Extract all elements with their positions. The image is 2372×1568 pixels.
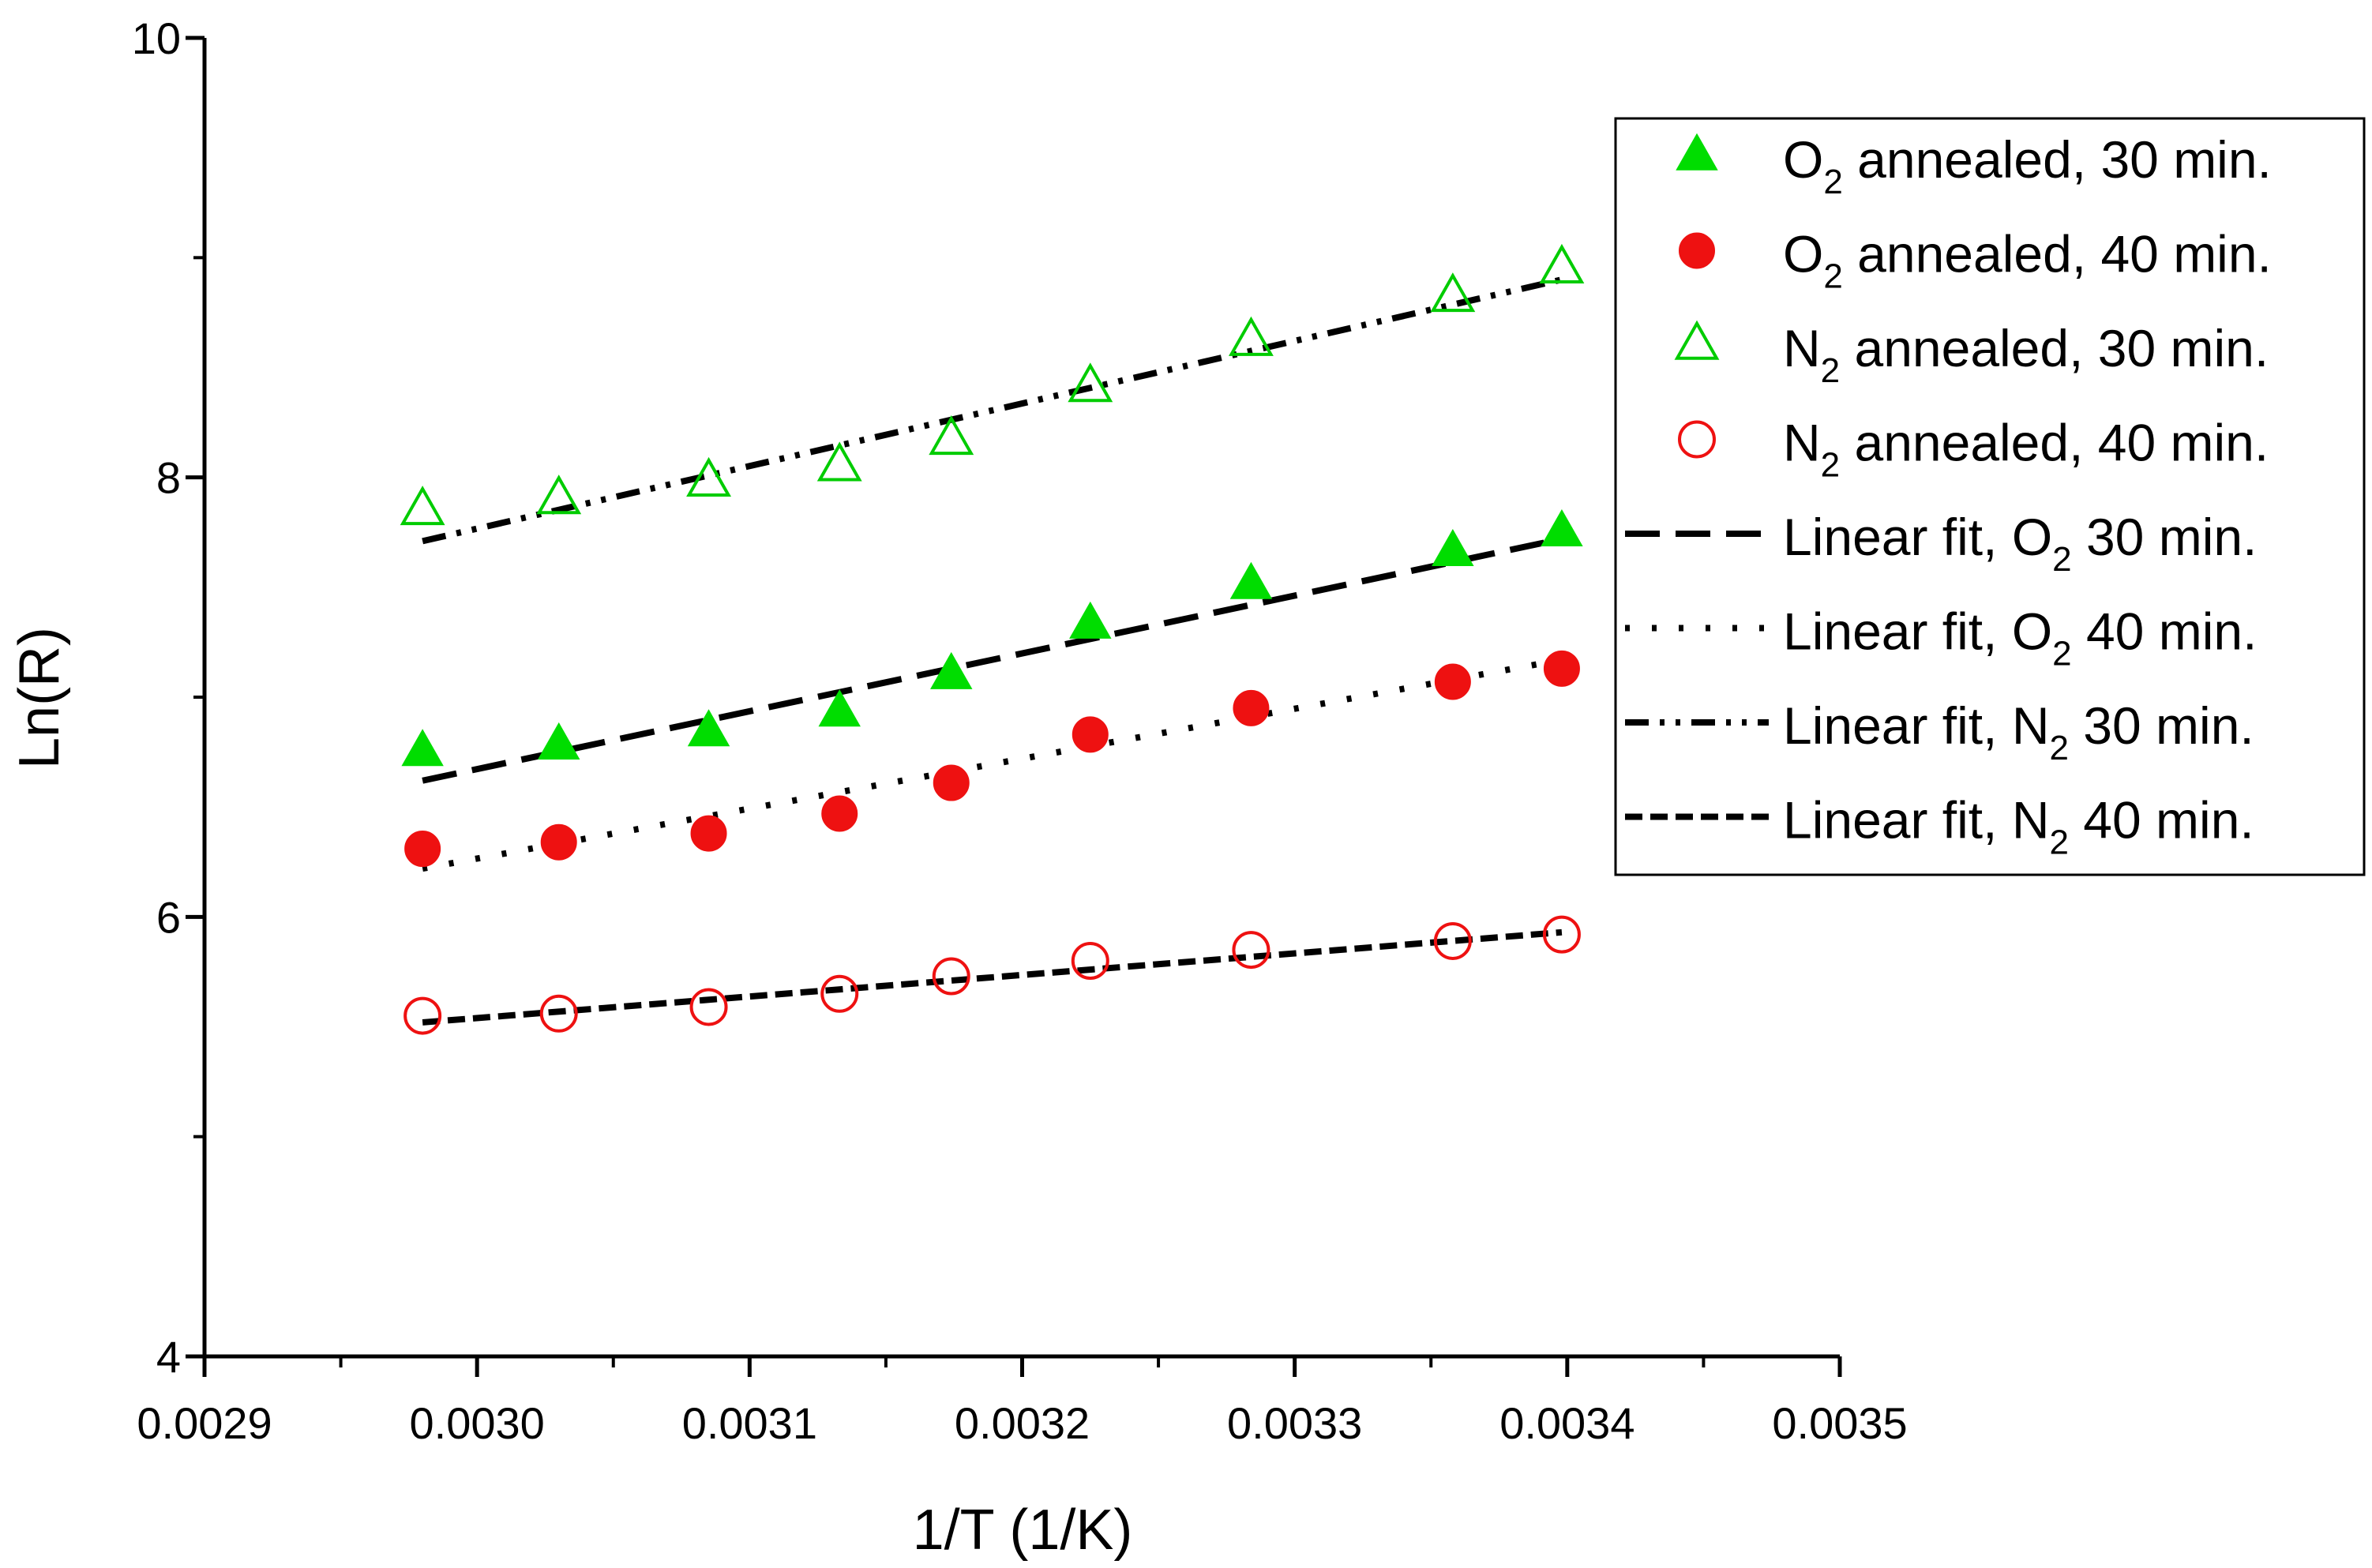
data-point	[932, 957, 970, 996]
data-point	[404, 831, 441, 868]
fit-lines	[422, 276, 1563, 1026]
fit-line	[422, 535, 1563, 784]
data-point	[539, 994, 578, 1033]
data-point	[403, 996, 442, 1035]
fit-line	[422, 928, 1563, 1026]
ticks: 0.0029 0.0030 0.0031 0.0032 0.0033 0.0034 0.00…	[132, 13, 1908, 1448]
data-point	[686, 456, 731, 497]
y-tick-label: 4	[156, 1332, 181, 1382]
data-point	[1539, 243, 1585, 283]
data-point	[1433, 921, 1472, 960]
data-point	[933, 764, 970, 801]
data-point	[1072, 716, 1109, 753]
legend: O2 annealed, 30 min. O2 annealed, 40 min.…	[1614, 117, 2366, 876]
data-point	[1432, 528, 1474, 567]
data-point	[1232, 931, 1270, 970]
data-point	[818, 689, 861, 727]
data-point	[536, 475, 582, 515]
data-point	[1543, 650, 1580, 687]
legend-marker	[1676, 133, 1718, 171]
data-point	[400, 486, 445, 526]
data-point	[687, 709, 730, 747]
y-tick-label: 10	[132, 13, 181, 63]
axes	[202, 38, 1840, 1359]
x-tick-label: 0.0034	[1499, 1398, 1635, 1448]
legend-label: O2 annealed, 30 min.	[1783, 130, 2272, 201]
fit-line	[422, 276, 1563, 545]
data-point	[401, 729, 444, 767]
data-point	[1068, 362, 1113, 403]
y-axis-title: Ln(R)	[8, 627, 71, 769]
data-point	[820, 974, 859, 1013]
data-point	[1229, 561, 1273, 599]
x-tick-label: 0.0030	[410, 1398, 545, 1448]
data-point	[1541, 508, 1583, 546]
data-point	[929, 415, 974, 456]
legend-label: Linear fit, O2 40 min.	[1783, 602, 2257, 673]
data-point	[689, 988, 728, 1026]
y-tick-label: 8	[156, 453, 181, 503]
fit-line	[422, 656, 1563, 872]
x-tick-label: 0.0031	[682, 1398, 817, 1448]
data-point	[690, 815, 727, 852]
data-point	[816, 441, 862, 482]
data-point	[1542, 915, 1581, 954]
legend-marker	[1678, 420, 1716, 459]
legend-box	[1614, 117, 2366, 876]
legend-marker	[1674, 320, 1720, 360]
data-point	[537, 722, 580, 760]
data-point	[821, 795, 858, 832]
data-point	[540, 823, 577, 861]
data-point	[1069, 601, 1112, 639]
x-tick-label: 0.0029	[137, 1398, 272, 1448]
legend-marker	[1679, 232, 1715, 269]
legend-label: N2 annealed, 30 min.	[1783, 319, 2269, 390]
x-tick-label: 0.0033	[1227, 1398, 1362, 1448]
legend-label: O2 annealed, 40 min.	[1783, 225, 2272, 296]
data-point	[1071, 942, 1109, 980]
data-point	[1233, 689, 1270, 726]
y-tick-label: 6	[156, 892, 181, 942]
legend-label: Linear fit, N2 30 min.	[1783, 696, 2254, 767]
legend-label: Linear fit, O2 30 min.	[1783, 508, 2257, 579]
data-points	[400, 243, 1585, 1035]
data-point	[1229, 316, 1274, 356]
data-point	[930, 651, 973, 689]
legend-label: N2 annealed, 40 min.	[1783, 414, 2269, 485]
legend-label: Linear fit, N2 40 min.	[1783, 791, 2254, 862]
x-axis-title: 1/T (1/K)	[913, 1499, 1133, 1562]
data-point	[1430, 272, 1476, 313]
x-tick-label: 0.0035	[1772, 1398, 1907, 1448]
x-tick-label: 0.0032	[955, 1398, 1090, 1448]
data-point	[1434, 663, 1471, 700]
